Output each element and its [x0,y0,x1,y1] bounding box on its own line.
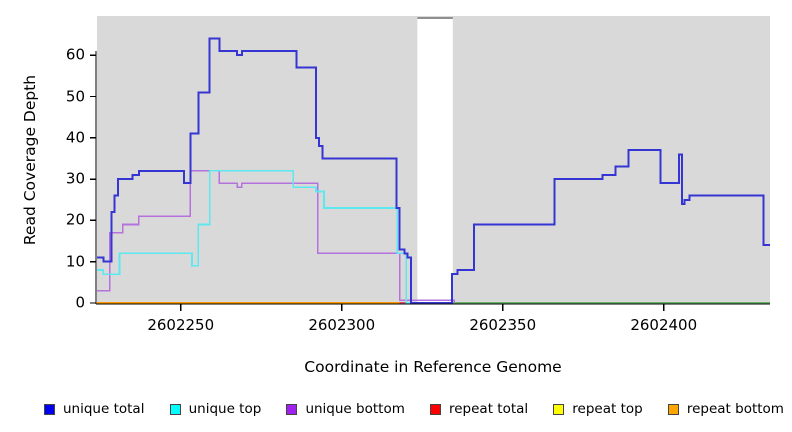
y-axis-title: Read Coverage Depth [21,74,39,246]
legend-item: repeat total [429,401,529,417]
legend-label: repeat top [572,401,643,417]
series-unique-top [97,170,416,304]
y-tick-label: 30 [65,169,85,188]
x-tick-label: 2602350 [469,316,537,334]
legend-item: repeat top [553,401,643,417]
legend-label: repeat total [448,401,529,417]
legend-label: repeat bottom [686,401,784,417]
legend-item: repeat bottom [667,401,784,417]
legend-item: unique bottom [286,401,405,417]
x-axis-title: Coordinate in Reference Genome [304,358,562,376]
y-tick-label: 0 [75,293,85,312]
legend-swatch [44,403,55,415]
series-unique-bottom [97,170,456,303]
legend-swatch [429,403,441,415]
y-tick-label: 20 [65,210,85,229]
legend-item: unique top [169,401,262,417]
legend: unique total unique top unique bottom repea… [44,400,784,418]
y-tick-label: 10 [65,252,85,271]
legend-swatch [286,403,298,415]
legend-label: unique total [63,401,145,417]
gap-band [417,18,453,303]
legend-item: unique total [44,402,144,416]
x-tick-label: 2602400 [630,316,698,334]
x-tick-label: 2602300 [308,316,376,334]
y-tick-label: 40 [65,128,85,147]
legend-label: unique top [188,401,262,417]
x-tick-label: 2602250 [147,316,215,334]
legend-swatch [667,403,679,415]
y-tick-label: 50 [65,87,85,106]
legend-swatch [169,403,181,415]
legend-swatch [553,403,565,415]
y-tick-label: 60 [65,45,85,64]
series-unique-total [97,37,770,304]
legend-label: unique bottom [305,401,405,417]
